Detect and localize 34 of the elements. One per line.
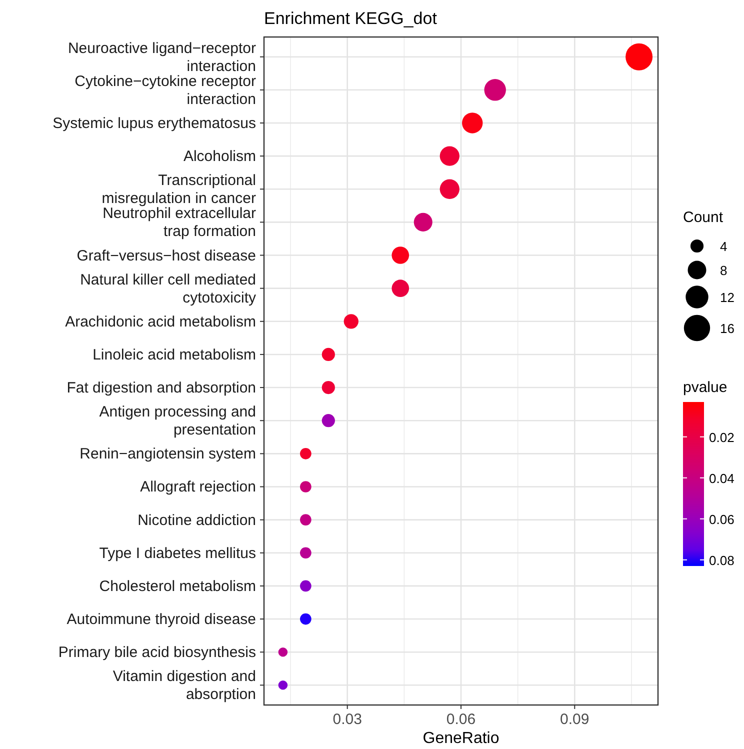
y-tick-label: Vitamin digestion and absorption <box>112 668 256 703</box>
x-tick-label: 0.09 <box>560 711 590 728</box>
legend-label: 8 <box>720 263 728 278</box>
y-tick-label: Nicotine addiction <box>138 511 256 528</box>
y-tick-label: Natural killer cell mediated cytotoxicity <box>80 270 256 306</box>
legend-label: 16 <box>720 321 734 336</box>
y-tick-label: Primary bile acid biosynthesis <box>58 644 256 661</box>
y-tick-label: Type I diabetes mellitus <box>99 544 256 562</box>
y-tick-label: Allograft rejection <box>140 478 256 496</box>
y-tick-label: Renin−angiotensin system <box>80 445 256 462</box>
y-tick-label: Fat digestion and absorption <box>66 379 256 396</box>
chart-title: Enrichment KEGG_dot <box>264 9 438 28</box>
color-bar-title: pvalue <box>683 379 728 396</box>
legend-label: 4 <box>720 239 728 254</box>
color-bar-label: 0.06 <box>709 512 734 527</box>
y-tick-label: Linoleic acid metabolism <box>92 346 256 363</box>
y-tick-label: Cytokine−cytokine receptor interaction <box>74 72 256 108</box>
legend-label: 12 <box>720 290 734 305</box>
y-tick-label: Transcriptional misregulation in cancer <box>102 172 256 207</box>
y-tick-label: Arachidonic acid metabolism <box>65 312 256 330</box>
y-tick-label: Autoimmune thyroid disease <box>66 610 256 628</box>
y-tick-label: Systemic lupus erythematosus <box>52 114 256 132</box>
color-bar-label: 0.08 <box>709 552 734 568</box>
y-tick-label: Antigen processing and presentation <box>99 403 256 438</box>
y-tick-label: Neuroactive ligand−receptor interaction <box>68 39 256 74</box>
y-tick-label: Cholesterol metabolism <box>99 577 256 594</box>
x-tick-label: 0.03 <box>332 711 362 728</box>
x-tick-label: 0.06 <box>446 711 476 728</box>
y-tick-label: Graft−versus−host disease <box>76 246 256 264</box>
x-axis-title: GeneRatio <box>422 730 500 747</box>
color-bar-label: 0.02 <box>709 430 734 445</box>
legend-title: Count <box>683 209 724 226</box>
y-tick-label: Alcoholism <box>183 148 256 165</box>
color-bar-label: 0.04 <box>709 470 734 486</box>
